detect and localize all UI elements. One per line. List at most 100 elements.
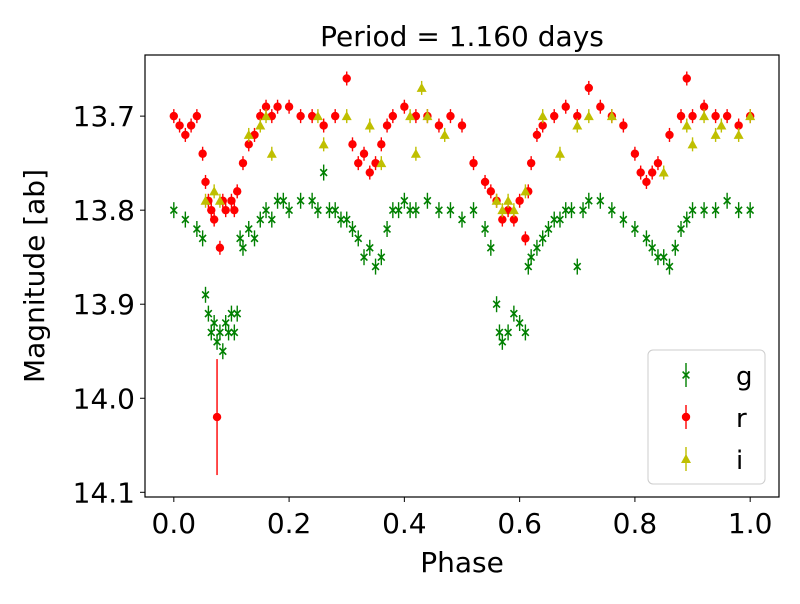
- point-g: [688, 206, 697, 215]
- point-g: [648, 243, 657, 252]
- point-g: [630, 225, 639, 233]
- point-g: [469, 206, 478, 215]
- point-i: [410, 148, 421, 158]
- point-g: [250, 234, 259, 243]
- point-i: [716, 120, 727, 130]
- point-g: [573, 262, 582, 271]
- point-g: [181, 215, 190, 224]
- point-g: [653, 253, 662, 262]
- series-i: [200, 80, 756, 218]
- point-g: [550, 215, 559, 224]
- x-tick-label: 0.4: [382, 507, 427, 540]
- point-g: [607, 206, 616, 215]
- point-r: [207, 205, 216, 215]
- point-g: [567, 206, 576, 215]
- point-r: [734, 121, 743, 130]
- legend-marker-r: [681, 412, 691, 422]
- point-g: [659, 253, 668, 262]
- point-r: [227, 196, 236, 205]
- point-i: [312, 111, 323, 121]
- point-r: [486, 187, 496, 196]
- legend-label-g: g: [736, 362, 753, 392]
- point-r: [230, 205, 239, 215]
- point-g: [256, 215, 265, 224]
- point-i: [266, 148, 277, 158]
- point-r: [532, 130, 542, 140]
- point-g: [331, 206, 340, 215]
- x-tick-label: 0.0: [152, 507, 197, 540]
- legend: gri: [647, 349, 766, 485]
- point-i: [209, 186, 220, 196]
- legend-marker-g: [682, 371, 690, 379]
- point-i: [520, 186, 531, 196]
- point-r: [521, 234, 530, 243]
- point-r: [296, 111, 305, 121]
- point-r: [665, 130, 674, 140]
- point-r: [498, 215, 507, 224]
- point-g: [458, 215, 466, 224]
- point-i: [606, 111, 617, 121]
- point-g: [169, 206, 178, 215]
- point-r: [538, 121, 547, 130]
- point-r: [722, 111, 732, 121]
- point-g: [198, 234, 207, 243]
- point-i: [422, 111, 433, 121]
- point-r: [284, 102, 294, 111]
- point-g: [619, 215, 628, 224]
- point-r: [175, 121, 184, 130]
- point-r: [469, 158, 478, 168]
- point-r: [699, 102, 709, 111]
- point-g: [218, 347, 227, 356]
- point-i: [508, 205, 519, 215]
- point-r: [209, 215, 219, 224]
- point-g: [527, 253, 536, 262]
- legend-marker-i: [681, 454, 691, 463]
- point-r: [261, 102, 271, 111]
- point-i: [497, 205, 508, 215]
- point-g: [227, 309, 236, 318]
- point-i: [416, 82, 427, 92]
- point-g: [354, 234, 363, 243]
- legend-label-i: i: [736, 446, 743, 476]
- point-i: [376, 158, 387, 168]
- point-g: [336, 215, 345, 224]
- point-r: [515, 196, 524, 205]
- point-g: [308, 196, 317, 205]
- point-g: [561, 206, 570, 215]
- point-r: [382, 121, 392, 130]
- point-g: [388, 206, 397, 215]
- point-i: [261, 111, 272, 121]
- point-r: [331, 111, 340, 121]
- point-r: [400, 102, 409, 111]
- point-g: [498, 337, 507, 346]
- point-g: [665, 262, 674, 271]
- point-r: [711, 111, 720, 121]
- point-g: [492, 300, 501, 309]
- point-r: [457, 121, 467, 130]
- point-g: [521, 328, 530, 337]
- point-i: [745, 111, 756, 121]
- point-i: [583, 111, 594, 121]
- point-g: [723, 196, 732, 205]
- point-r: [342, 74, 351, 83]
- point-g: [279, 196, 288, 205]
- point-g: [411, 206, 420, 215]
- legend-label-r: r: [736, 404, 747, 434]
- point-r: [388, 111, 398, 121]
- plot-frame: [144, 54, 780, 498]
- point-g: [201, 290, 210, 299]
- chart-title: Period = 1.160 days: [320, 20, 604, 53]
- point-g: [481, 225, 490, 233]
- point-i: [710, 129, 721, 139]
- point-r: [526, 158, 536, 168]
- point-g: [273, 196, 282, 205]
- point-r: [221, 205, 230, 215]
- point-r: [653, 158, 663, 168]
- point-r: [550, 111, 559, 121]
- point-r: [244, 140, 253, 149]
- y-tick-label: 13.9: [73, 288, 135, 321]
- point-r: [480, 177, 490, 187]
- point-g: [224, 328, 233, 337]
- data-marks: [169, 71, 756, 476]
